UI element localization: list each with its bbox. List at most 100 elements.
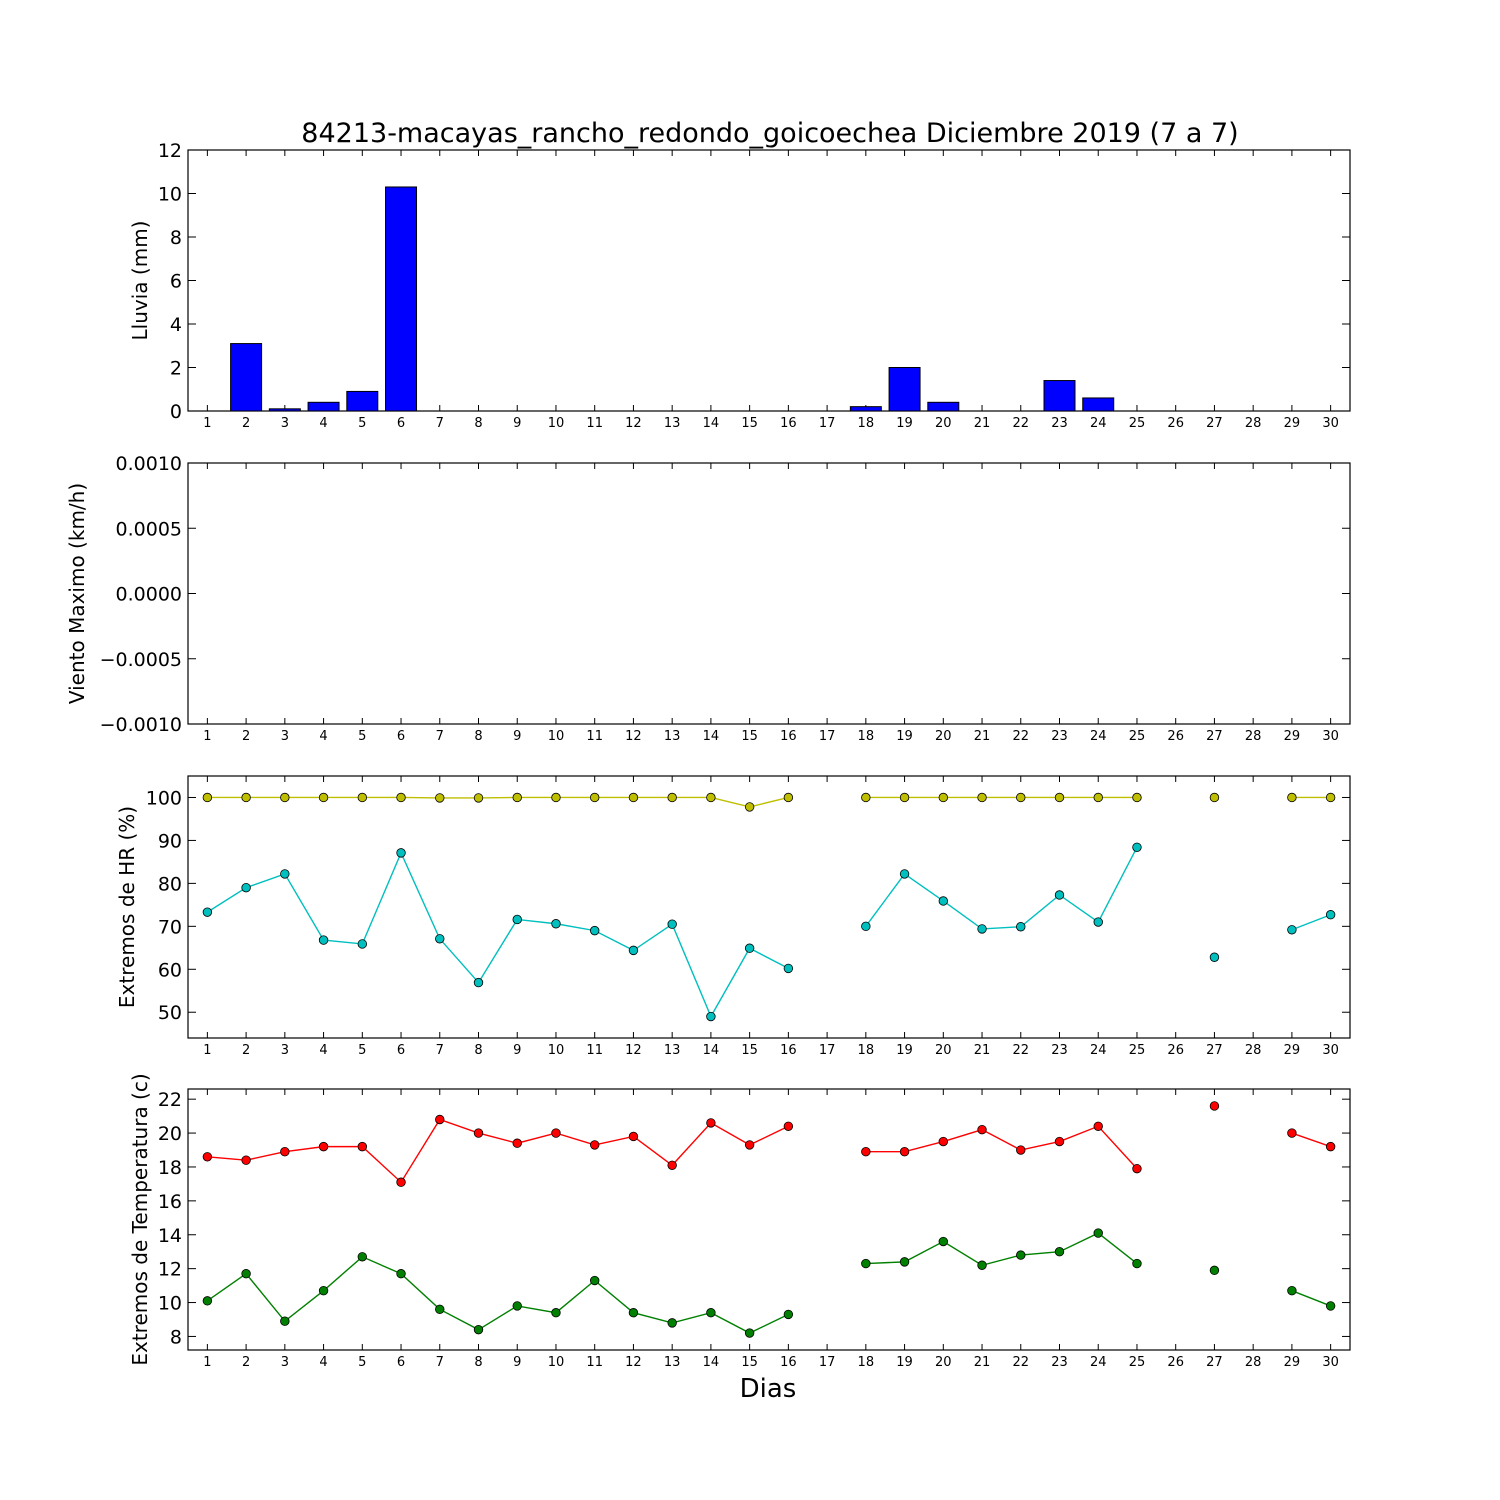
x-tick-label: 18 (858, 729, 875, 744)
temp-min-point (1054, 1247, 1065, 1257)
x-tick-label: 16 (780, 1355, 797, 1370)
y-tick-label: 20 (158, 1123, 182, 1145)
hr-max-point (1209, 792, 1220, 803)
x-tick-label: 10 (548, 729, 565, 744)
x-tick-label: 27 (1206, 416, 1223, 431)
x-tick-label: 26 (1167, 1355, 1184, 1370)
hr-min-point (706, 1011, 716, 1022)
bar (1082, 397, 1115, 412)
hr-max-point (357, 792, 368, 803)
x-tick-label: 1 (203, 1355, 211, 1370)
temp-max-line (865, 1125, 1138, 1170)
x-tick-label: 13 (664, 1355, 681, 1370)
x-tick-label: 4 (319, 1043, 327, 1058)
x-tick-label: 19 (896, 416, 913, 431)
temp-min-point (512, 1301, 522, 1311)
hr-min-point (1016, 922, 1026, 932)
bar (1043, 380, 1076, 412)
x-tick-label: 22 (1012, 729, 1029, 744)
x-tick-label: 17 (819, 1043, 836, 1058)
hr-max-point (1287, 792, 1297, 803)
temp-min-point (318, 1285, 329, 1296)
y-tick-label: 14 (158, 1225, 182, 1247)
hr-min-line (1291, 914, 1331, 931)
x-tick-label: 25 (1129, 1355, 1146, 1370)
hr-min-point (744, 943, 755, 953)
y-tick-label: 18 (158, 1157, 182, 1179)
x-tick-label: 26 (1167, 1043, 1184, 1058)
hr-min-point (473, 977, 484, 988)
hr-min-line (206, 851, 789, 1019)
x-tick-label: 14 (703, 1043, 720, 1058)
x-tick-label: 25 (1129, 729, 1146, 744)
hr-max-point (744, 802, 755, 812)
x-tick-label: 29 (1284, 729, 1301, 744)
x-tick-label: 7 (436, 1355, 444, 1370)
bar (346, 390, 379, 412)
bar (888, 367, 921, 412)
x-tick-label: 28 (1245, 416, 1262, 431)
x-tick-label: 23 (1051, 1355, 1068, 1370)
hr-min-point (1132, 842, 1142, 852)
hr-min-point (667, 919, 677, 929)
hr-max-point (1093, 792, 1103, 803)
hr-max-point (241, 792, 251, 803)
x-tick-label: 6 (397, 416, 405, 431)
y-tick-label: 100 (146, 787, 182, 809)
hr-min-point (590, 925, 600, 936)
temp-min-point (783, 1309, 794, 1320)
x-tick-label: 24 (1090, 416, 1107, 431)
hr-max-point (667, 792, 677, 803)
hr-min-point (1325, 910, 1336, 920)
plot-frame (187, 462, 1351, 725)
x-tick-label: 15 (741, 1355, 758, 1370)
hr-min-point (357, 939, 368, 949)
y-tick-label: 8 (170, 227, 182, 249)
x-tick-label: 7 (436, 1043, 444, 1058)
x-tick-label: 23 (1051, 729, 1068, 744)
temp-max-point (1325, 1141, 1336, 1152)
x-tick-label: 13 (664, 1043, 681, 1058)
y-tick-label: 10 (158, 184, 182, 206)
x-tick-label: 27 (1206, 1043, 1223, 1058)
x-tick-label: 30 (1322, 416, 1339, 431)
x-tick-label: 6 (397, 1355, 405, 1370)
hr-max-point (783, 792, 794, 803)
temp-max-point (977, 1124, 987, 1135)
y-tick-label: −0.0005 (100, 649, 182, 671)
x-tick-label: 8 (474, 416, 482, 431)
x-tick-label: 18 (858, 1355, 875, 1370)
temp-max-point (590, 1140, 600, 1150)
x-tick-label: 8 (474, 1355, 482, 1370)
plot-frame (187, 149, 1351, 412)
x-tick-label: 4 (319, 1355, 327, 1370)
x-tick-label: 24 (1090, 1355, 1107, 1370)
bar (307, 401, 340, 412)
x-tick-label: 20 (935, 416, 952, 431)
temp-max-point (357, 1141, 368, 1152)
temp-max-point (1016, 1145, 1026, 1155)
x-tick-label: 5 (358, 729, 366, 744)
x-tick-label: 1 (203, 729, 211, 744)
x-tick-label: 18 (858, 416, 875, 431)
x-tick-label: 21 (974, 1355, 991, 1370)
y-tick-label: 22 (158, 1089, 182, 1111)
x-tick-label: 26 (1167, 729, 1184, 744)
x-tick-label: 3 (281, 1355, 289, 1370)
y-axis-label: Extremos de HR (%) (115, 806, 139, 1008)
temp-min-point (202, 1296, 213, 1306)
x-tick-label: 2 (242, 1043, 250, 1058)
y-tick-label: −0.0010 (100, 714, 182, 736)
temp-min-point (938, 1236, 949, 1247)
x-tick-label: 3 (281, 729, 289, 744)
temp-max-point (1093, 1121, 1103, 1131)
x-tick-label: 10 (548, 416, 565, 431)
temp-min-point (357, 1252, 368, 1262)
hr-min-point (512, 914, 522, 925)
x-tick-label: 12 (625, 729, 642, 744)
hr-max-point (1054, 792, 1065, 803)
x-tick-label: 7 (436, 729, 444, 744)
hr-min-point (551, 919, 561, 929)
